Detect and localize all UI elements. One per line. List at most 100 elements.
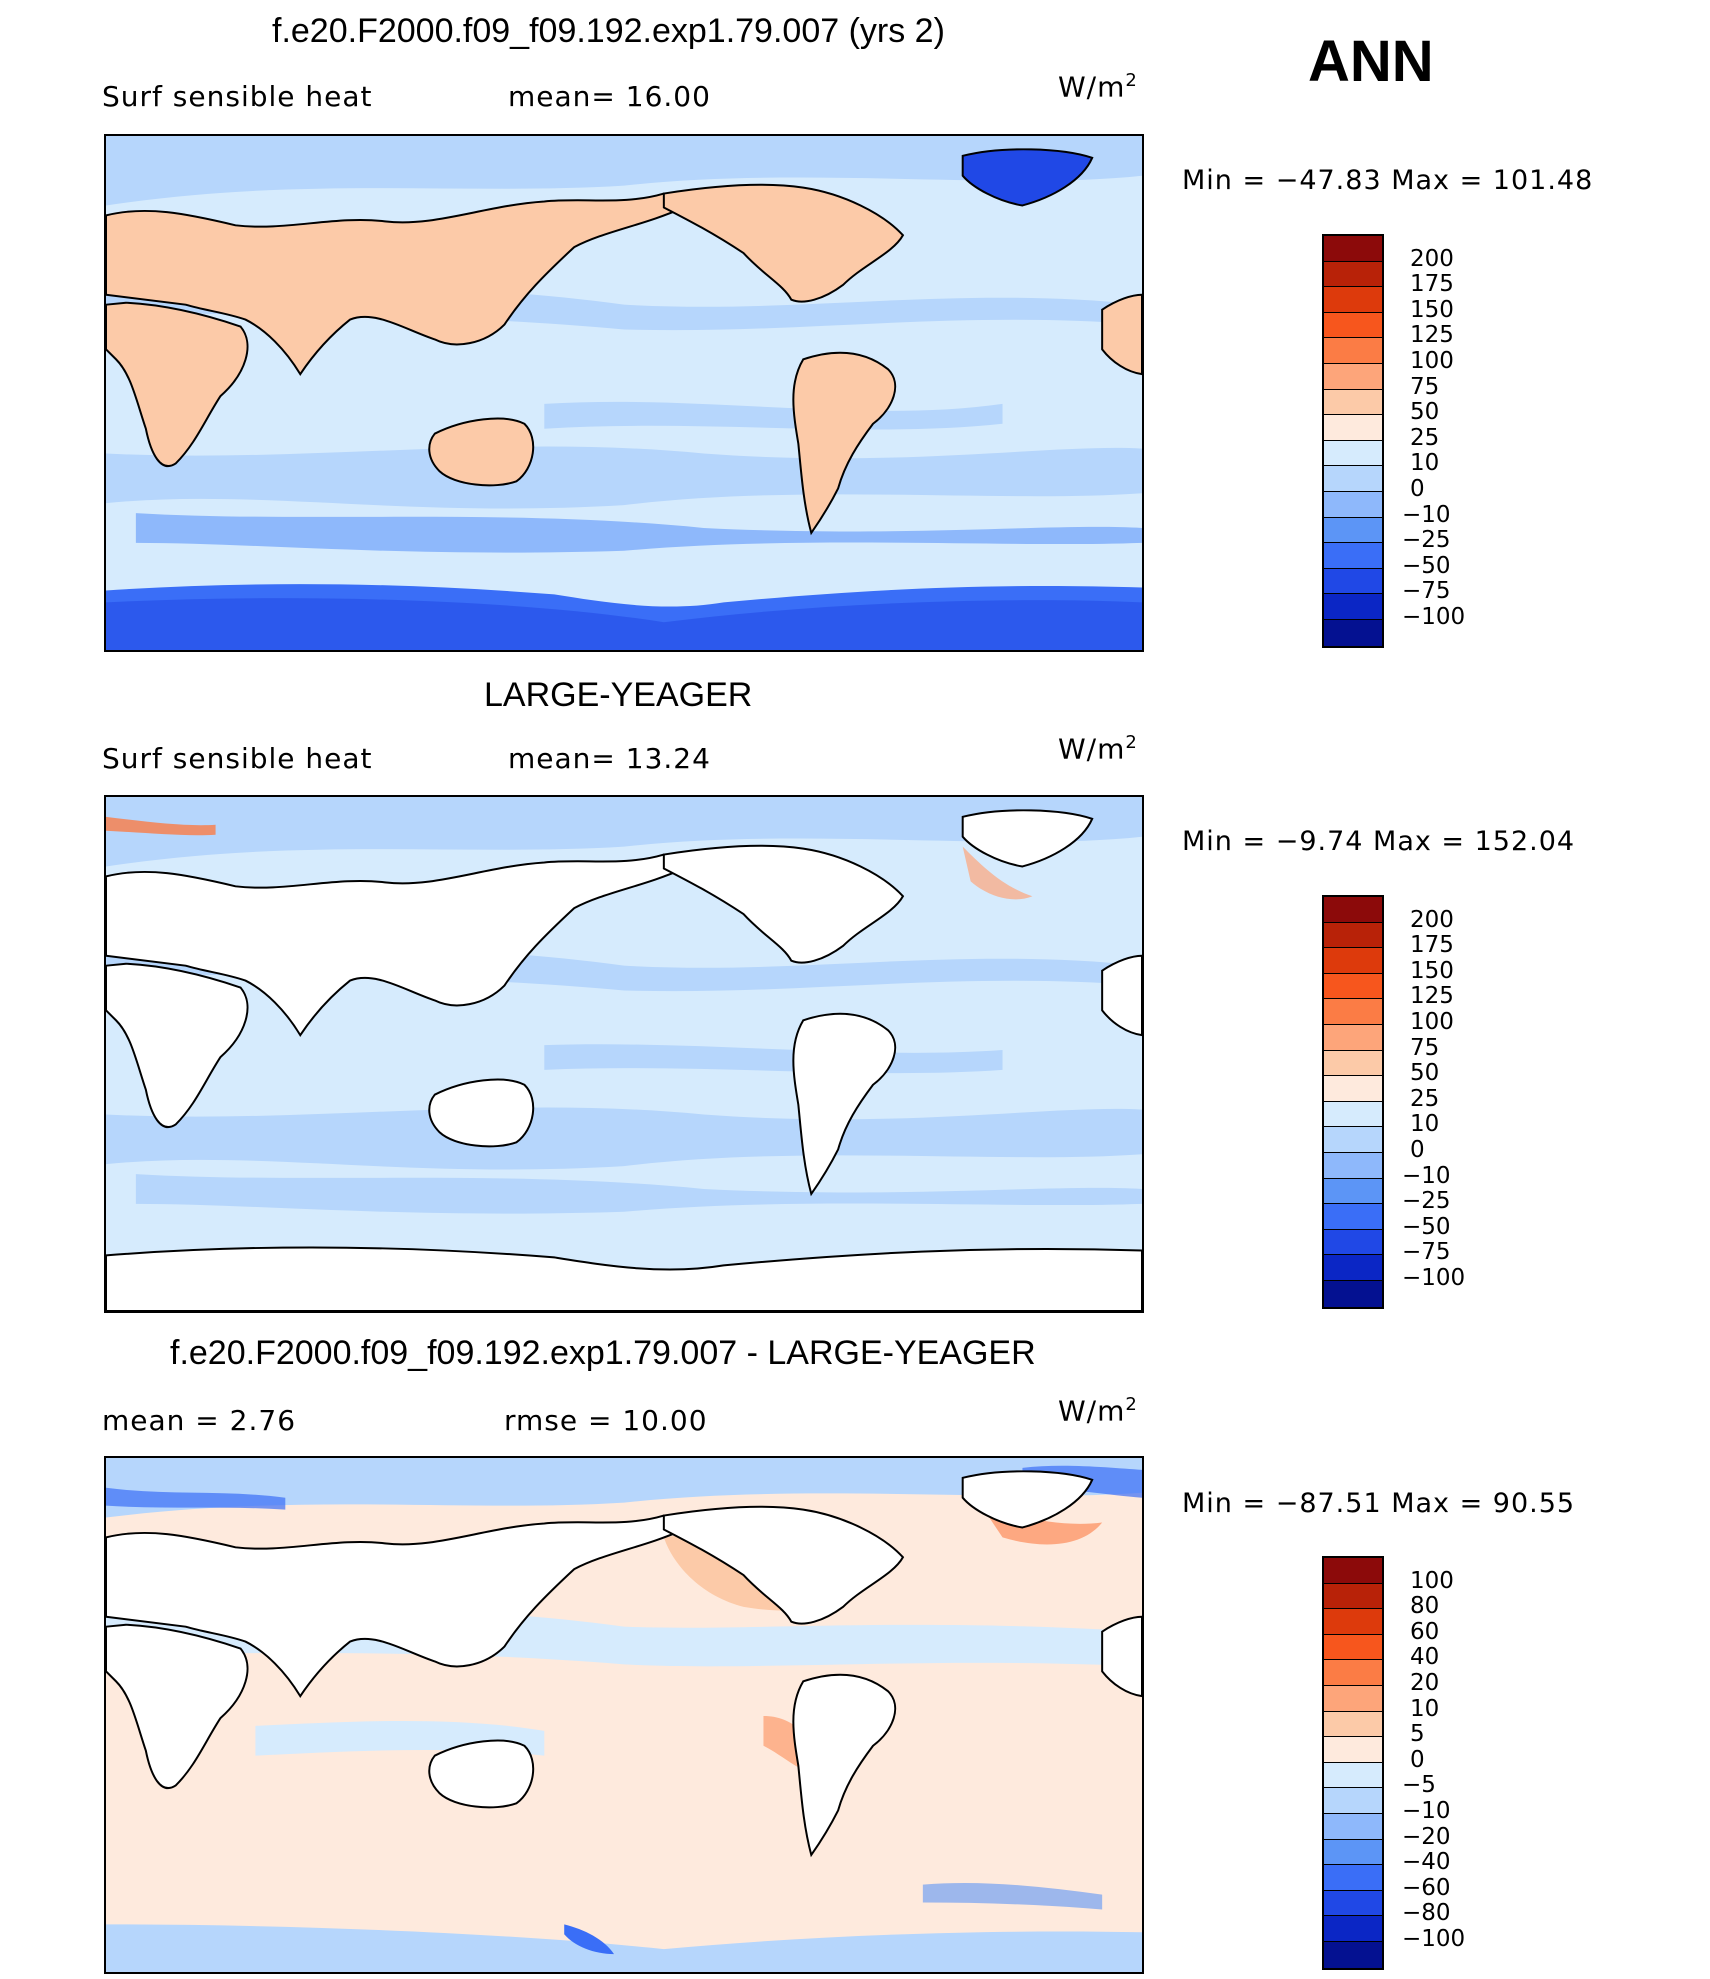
colorbar-tick-label: 60 bbox=[1410, 1618, 1440, 1645]
colorbar-swatch bbox=[1324, 517, 1382, 544]
colorbar-swatch bbox=[1324, 948, 1382, 974]
panel-1-mean: mean= 16.00 bbox=[508, 80, 711, 113]
colorbar-swatch bbox=[1324, 1788, 1382, 1814]
colorbar-tick-label: −75 bbox=[1402, 578, 1451, 605]
colorbar-swatch bbox=[1324, 1204, 1382, 1230]
panel-2-minmax: Min = −9.74 Max = 152.04 bbox=[1182, 826, 1576, 857]
colorbar-swatch bbox=[1324, 1558, 1382, 1584]
colorbar-tick-label: 50 bbox=[1410, 399, 1440, 426]
panel-1-minmax: Min = −47.83 Max = 101.48 bbox=[1182, 165, 1594, 196]
season-label: ANN bbox=[1308, 29, 1434, 94]
colorbar-swatch bbox=[1324, 1762, 1382, 1789]
panel-3-map bbox=[104, 1456, 1144, 1974]
colorbar-tick-label: 175 bbox=[1410, 932, 1454, 959]
colorbar-tick-label: 20 bbox=[1410, 1670, 1440, 1696]
colorbar-tick-label: −60 bbox=[1402, 1874, 1451, 1901]
colorbar-tick-label: 50 bbox=[1410, 1060, 1440, 1087]
colorbar-swatch bbox=[1324, 1737, 1382, 1763]
colorbar-tick-label: 5 bbox=[1410, 1721, 1425, 1748]
panel-1-colorbar bbox=[1322, 234, 1384, 648]
colorbar-tick-label: 150 bbox=[1410, 296, 1454, 323]
colorbar-tick-label: −50 bbox=[1402, 552, 1451, 579]
colorbar-tick-label: −40 bbox=[1402, 1849, 1451, 1876]
colorbar-swatch bbox=[1324, 1916, 1382, 1942]
colorbar-swatch bbox=[1324, 1024, 1382, 1051]
colorbar-tick-label: 10 bbox=[1410, 1111, 1440, 1138]
panel-2-land bbox=[106, 809, 1142, 1311]
colorbar-swatch bbox=[1324, 363, 1382, 390]
panel-1-map bbox=[104, 134, 1144, 652]
colorbar-swatch bbox=[1324, 466, 1382, 492]
colorbar-tick-label: 125 bbox=[1410, 322, 1454, 349]
colorbar-tick-label: −80 bbox=[1402, 1900, 1451, 1927]
colorbar-tick-label: 0 bbox=[1410, 1746, 1425, 1773]
colorbar-swatch bbox=[1324, 543, 1382, 569]
colorbar-tick-label: 125 bbox=[1410, 983, 1454, 1010]
colorbar-tick-label: −25 bbox=[1402, 527, 1451, 554]
colorbar-tick-label: 75 bbox=[1410, 1034, 1440, 1061]
colorbar-tick-label: 100 bbox=[1410, 1009, 1454, 1035]
panel-3-minmax: Min = −87.51 Max = 90.55 bbox=[1182, 1488, 1576, 1519]
colorbar-tick-label: 100 bbox=[1410, 1567, 1454, 1594]
panel-3-rmse: rmse = 10.00 bbox=[504, 1404, 708, 1437]
colorbar-swatch bbox=[1324, 1178, 1382, 1205]
colorbar-tick-label: −50 bbox=[1402, 1213, 1451, 1240]
colorbar-swatch bbox=[1324, 973, 1382, 1000]
colorbar-swatch bbox=[1324, 1685, 1382, 1712]
panel-2-units: W/m2 bbox=[1058, 732, 1138, 766]
colorbar-swatch bbox=[1324, 1890, 1382, 1917]
colorbar-swatch bbox=[1324, 1076, 1382, 1102]
panel-3-colorbar bbox=[1322, 1556, 1384, 1970]
colorbar-swatch bbox=[1324, 1839, 1382, 1866]
colorbar-tick-label: −100 bbox=[1402, 1265, 1466, 1291]
colorbar-swatch bbox=[1324, 999, 1382, 1025]
colorbar-tick-label: 80 bbox=[1410, 1593, 1440, 1620]
colorbar-swatch bbox=[1324, 1941, 1382, 1968]
colorbar-swatch bbox=[1324, 1634, 1382, 1661]
panel-2-title: LARGE-YEAGER bbox=[484, 676, 753, 714]
colorbar-tick-label: 0 bbox=[1410, 476, 1425, 502]
colorbar-swatch bbox=[1324, 619, 1382, 646]
colorbar-swatch bbox=[1324, 1280, 1382, 1307]
panel-1-land bbox=[106, 148, 1142, 536]
colorbar-swatch bbox=[1324, 415, 1382, 441]
colorbar-swatch bbox=[1324, 1813, 1382, 1840]
colorbar-tick-label: −100 bbox=[1402, 604, 1466, 630]
colorbar-swatch bbox=[1324, 236, 1382, 262]
colorbar-swatch bbox=[1324, 1711, 1382, 1738]
colorbar-swatch bbox=[1324, 338, 1382, 364]
panel-2-colorbar bbox=[1322, 895, 1384, 1309]
colorbar-swatch bbox=[1324, 922, 1382, 949]
colorbar-tick-label: 100 bbox=[1410, 348, 1454, 374]
colorbar-swatch bbox=[1324, 1127, 1382, 1153]
panel-1-units: W/m2 bbox=[1058, 70, 1138, 104]
colorbar-swatch bbox=[1324, 1609, 1382, 1635]
colorbar-tick-label: −20 bbox=[1402, 1823, 1451, 1850]
colorbar-swatch bbox=[1324, 1865, 1382, 1891]
panel-3-units: W/m2 bbox=[1058, 1394, 1138, 1428]
colorbar-swatch bbox=[1324, 594, 1382, 620]
colorbar-tick-label: −75 bbox=[1402, 1239, 1451, 1266]
colorbar-swatch bbox=[1324, 568, 1382, 595]
colorbar-swatch bbox=[1324, 1229, 1382, 1256]
colorbar-tick-label: 40 bbox=[1410, 1644, 1440, 1671]
colorbar-swatch bbox=[1324, 440, 1382, 467]
colorbar-swatch bbox=[1324, 261, 1382, 288]
colorbar-tick-label: −25 bbox=[1402, 1188, 1451, 1215]
colorbar-swatch bbox=[1324, 1583, 1382, 1610]
colorbar-tick-label: 10 bbox=[1410, 1695, 1440, 1722]
colorbar-tick-label: 200 bbox=[1410, 906, 1454, 933]
panel-3-mean: mean = 2.76 bbox=[102, 1404, 297, 1437]
colorbar-swatch bbox=[1324, 897, 1382, 923]
panel-2-map-canvas bbox=[106, 797, 1142, 1311]
panel-3-title: f.e20.F2000.f09_f09.192.exp1.79.007 - LA… bbox=[170, 1334, 1036, 1372]
colorbar-tick-label: 10 bbox=[1410, 450, 1440, 477]
colorbar-tick-label: 25 bbox=[1410, 424, 1440, 451]
colorbar-tick-label: 25 bbox=[1410, 1085, 1440, 1112]
colorbar-swatch bbox=[1324, 1255, 1382, 1281]
colorbar-tick-label: −10 bbox=[1402, 1162, 1451, 1189]
panel-2-map bbox=[104, 795, 1144, 1313]
panel-3-land bbox=[106, 1470, 1142, 1858]
colorbar-tick-label: −10 bbox=[1402, 501, 1451, 528]
colorbar-swatch bbox=[1324, 1152, 1382, 1179]
